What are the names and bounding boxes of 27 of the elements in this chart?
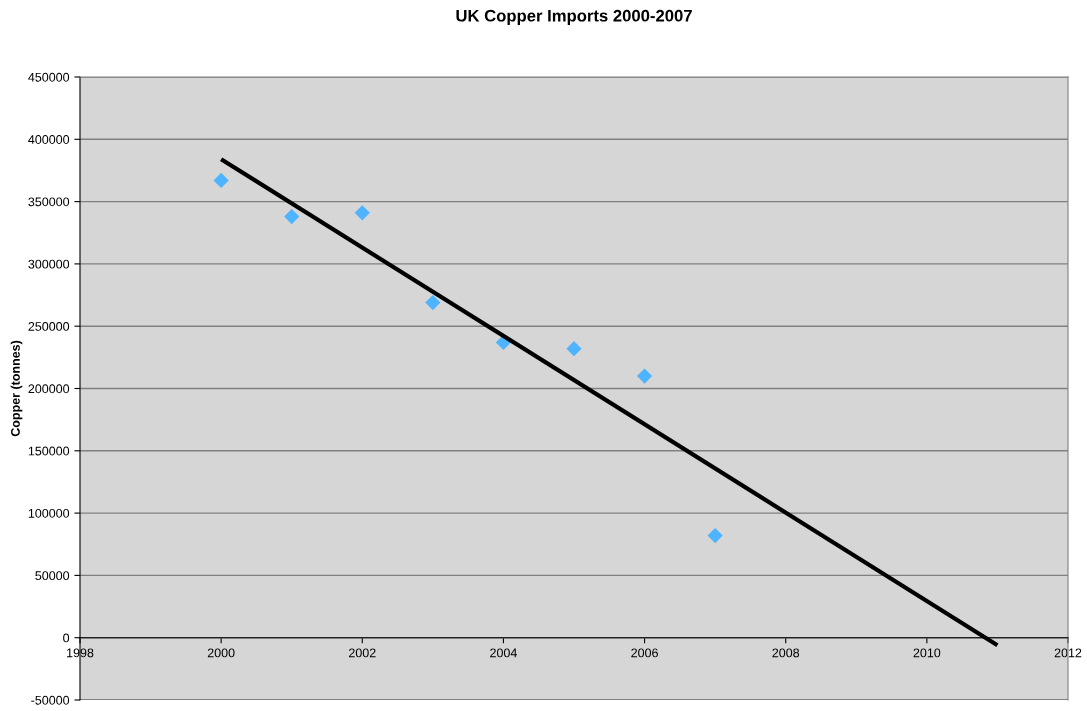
point	[636, 368, 653, 384]
y-tick-label: 250000	[28, 322, 70, 331]
x-tick-label: 2008	[772, 648, 800, 658]
x-tick-label: 2002	[349, 648, 376, 658]
y-tick-label: 0	[63, 633, 70, 643]
point	[284, 208, 300, 225]
x-tick-label: 2004	[490, 648, 517, 658]
x-tick-label: 2006	[631, 648, 658, 658]
y-tick-label: 300000	[28, 259, 70, 269]
point	[566, 341, 582, 357]
x-tick-label: 2010	[913, 648, 941, 658]
chart-title: UK Copper Imports 2000-2007	[456, 9, 692, 25]
y-tick-label: 100000	[28, 508, 70, 518]
point	[425, 294, 441, 311]
point	[707, 527, 723, 544]
y-axis-title: Copper (tonnes)	[10, 340, 23, 437]
y-tick-label: 50000	[35, 571, 70, 581]
point	[354, 205, 370, 221]
point	[213, 172, 229, 189]
y-tick-label: 200000	[28, 384, 70, 394]
x-tick-label: 2012	[1054, 648, 1082, 658]
y-tick-label: -50000	[31, 695, 70, 705]
y-tick-label: 450000	[28, 72, 70, 82]
y-tick-label: 350000	[28, 197, 70, 207]
y-tick-label: 150000	[28, 446, 70, 456]
x-tick-label: 2000	[207, 648, 235, 658]
y-tick-label: 400000	[28, 135, 70, 144]
